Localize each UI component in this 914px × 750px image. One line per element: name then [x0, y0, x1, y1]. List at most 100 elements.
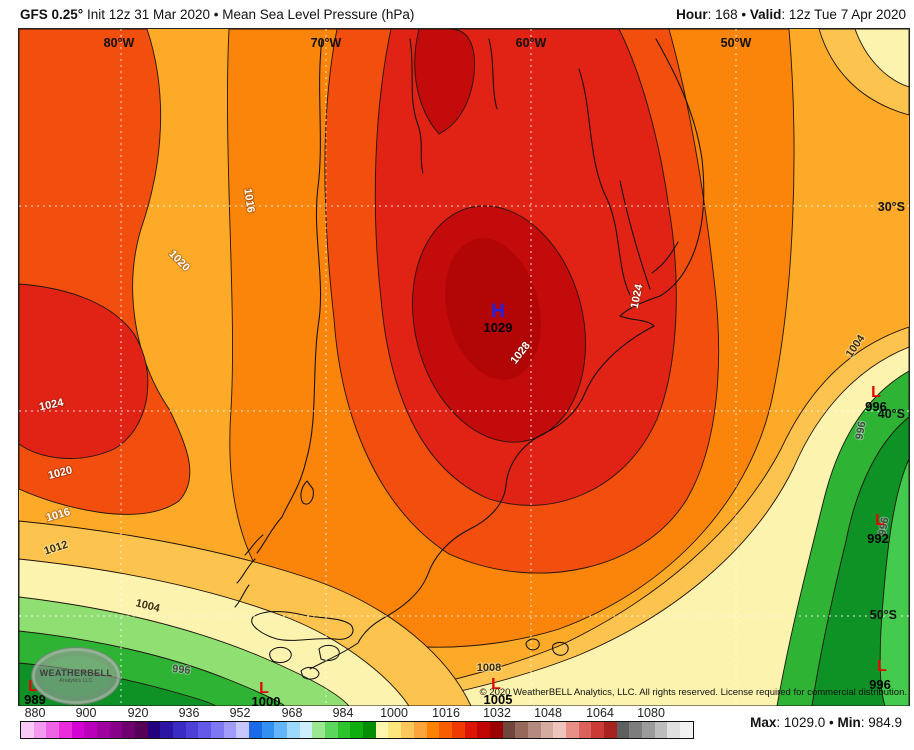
lon-label-70w: 70°W [311, 36, 342, 50]
colorbar-tick: 920 [127, 706, 149, 720]
colorbar-cell [71, 722, 85, 738]
pressure-bands [19, 29, 909, 706]
coastlines [234, 38, 705, 680]
colorbar-cell [489, 722, 503, 738]
lat-label-50s: 50°S [870, 608, 897, 622]
contour-label-996-e1: 996 [854, 420, 869, 440]
colorbar-cell [553, 722, 566, 738]
colorbar-cell [325, 722, 338, 738]
max-label: Max [750, 715, 777, 730]
colorbar-cell [122, 722, 136, 738]
valid-label: Valid [749, 7, 782, 22]
low-value-989: 989 [24, 692, 46, 706]
colorbar-cell [337, 722, 351, 738]
colorbar-cell [274, 722, 288, 738]
colorbar-ticks: 880 900 920 936 952 968 984 1000 1016 10… [20, 706, 692, 721]
colorbar-cell [21, 722, 34, 738]
weatherbell-logo: WEATHERBELL Analytics LLC [31, 647, 121, 705]
colorbar-cell [249, 722, 262, 738]
colorbar-tick: 900 [75, 706, 97, 720]
colorbar-cell [46, 722, 60, 738]
colorbar-cell [84, 722, 98, 738]
low-symbol-e1: L [871, 384, 881, 401]
colorbar-cell [540, 722, 554, 738]
colorbar-cell [667, 722, 680, 738]
copyright-notice: © 2020 WeatherBELL Analytics, LLC. All r… [479, 687, 907, 698]
colorbar-cell [173, 722, 186, 738]
colorbar-cell [527, 722, 541, 738]
max-min-readout: Max: 1029.0 • Min: 984.9 [750, 715, 902, 730]
colorbar-tick: 936 [178, 706, 200, 720]
colorbar-cell [33, 722, 47, 738]
colorbar-cell [211, 722, 224, 738]
colorbar-tick: 1064 [586, 706, 614, 720]
colorbar-tick: 952 [229, 706, 251, 720]
colorbar-tick: 880 [24, 706, 46, 720]
pressure-map: 80°W 70°W 60°W 50°W 30°S 40°S 50°S H 102… [18, 28, 910, 707]
low-symbol-s: L [491, 676, 501, 693]
low-symbol-e2: L [875, 512, 885, 529]
contour-label-1016-nw: 1016 [241, 188, 256, 214]
contour-label-1008-s: 1008 [477, 662, 501, 674]
low-value-996-se: 996 [869, 677, 891, 692]
graticule [19, 29, 909, 706]
low-symbol-south: L [259, 680, 269, 697]
colorbar-cell [59, 722, 72, 738]
colorbar-tick: 968 [281, 706, 303, 720]
colorbar-cell [629, 722, 642, 738]
colorbar-cell [413, 722, 427, 738]
hour-label: Hour [676, 7, 708, 22]
colorbar-block: 880 900 920 936 952 968 984 1000 1016 10… [20, 706, 694, 739]
low-value-1000: 1000 [252, 694, 281, 706]
hour-value: : 168 • [707, 7, 750, 22]
colorbar-cell [147, 722, 161, 738]
colorbar-cell [641, 722, 655, 738]
lon-label-50w: 50°W [721, 36, 752, 50]
colorbar-cell [477, 722, 490, 738]
map-canvas: 80°W 70°W 60°W 50°W 30°S 40°S 50°S H 102… [19, 29, 909, 706]
colorbar-cell [97, 722, 110, 738]
colorbar-cell [287, 722, 300, 738]
colorbar-tick: 1000 [380, 706, 408, 720]
colorbar-tick: 984 [332, 706, 354, 720]
colorbar-cell [160, 722, 174, 738]
contour-label-996-e2: 996 [877, 516, 892, 536]
logo-sub-text: Analytics LLC [59, 678, 93, 684]
header-bar: GFS 0.25° Init 12z 31 Mar 2020 • Mean Se… [0, 0, 914, 28]
colorbar-cell [502, 722, 516, 738]
forecast-valid-title: Hour: 168 • Valid: 12z Tue 7 Apr 2020 [676, 7, 906, 22]
colorbar-cell [578, 722, 592, 738]
colorbar-cell [109, 722, 123, 738]
lon-label-80w: 80°W [104, 36, 135, 50]
colorbar-cell [185, 722, 199, 738]
lon-label-60w: 60°W [516, 36, 547, 50]
colorbar-cell [401, 722, 414, 738]
colorbar-cell [350, 722, 364, 738]
colorbar-cell [439, 722, 452, 738]
colorbar-tick: 1080 [637, 706, 665, 720]
colorbar-tick: 1016 [432, 706, 460, 720]
model-title: GFS 0.25° Init 12z 31 Mar 2020 • Mean Se… [20, 7, 414, 22]
colorbar-cell [223, 722, 237, 738]
colorbar-cell [236, 722, 250, 738]
colorbar-cell [515, 722, 528, 738]
colorbar-cell [616, 722, 630, 738]
colorbar-cell [565, 722, 579, 738]
colorbar-cell [451, 722, 465, 738]
colorbar-cell [299, 722, 313, 738]
high-value: 1029 [484, 320, 513, 335]
colorbar-tick: 1032 [483, 706, 511, 720]
high-symbol: H [491, 301, 505, 322]
low-value-1005: 1005 [484, 692, 513, 706]
colorbar-cell [363, 722, 376, 738]
colorbar-cell [388, 722, 402, 738]
low-value-996: 996 [865, 399, 887, 414]
colorbar-swatches [20, 721, 694, 739]
colorbar-cell [654, 722, 668, 738]
contour-label-996-sw: 996 [172, 663, 192, 677]
colorbar-cell [135, 722, 148, 738]
min-label: Min [837, 715, 861, 730]
colorbar-cell [312, 722, 326, 738]
colorbar-cell [464, 722, 478, 738]
